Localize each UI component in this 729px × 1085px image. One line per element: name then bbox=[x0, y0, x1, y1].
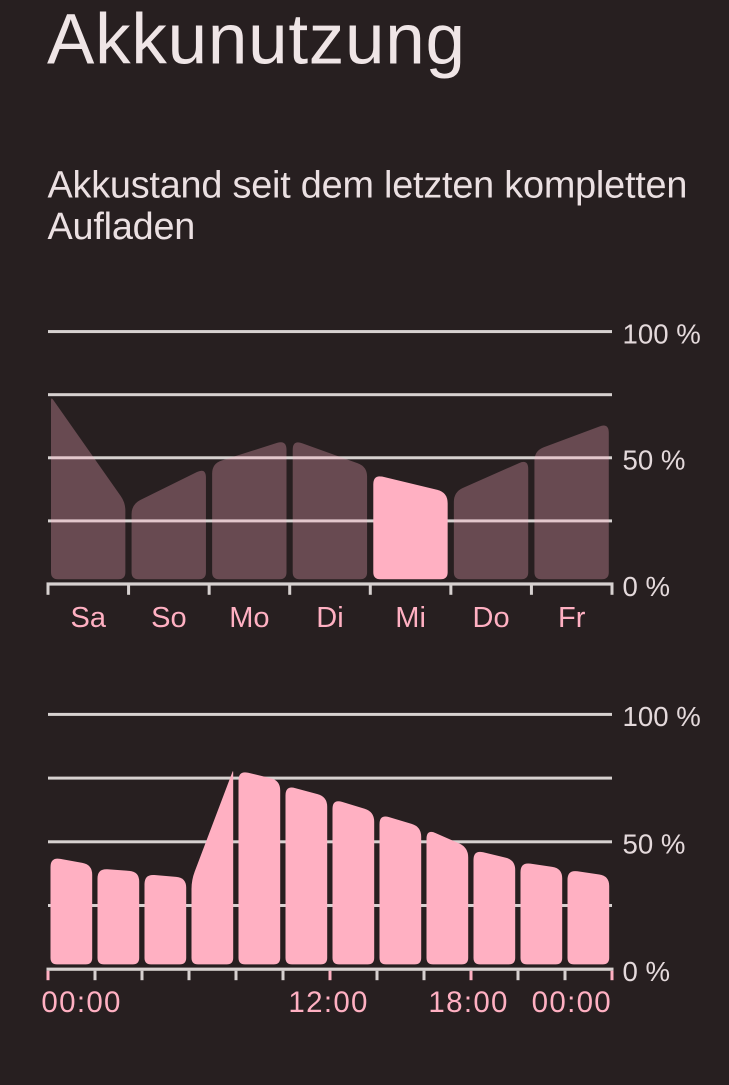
svg-text:0 %: 0 % bbox=[623, 571, 671, 602]
svg-text:0 %: 0 % bbox=[623, 956, 671, 987]
svg-text:Aufladen: Aufladen bbox=[48, 206, 196, 248]
svg-text:100 %: 100 % bbox=[623, 701, 701, 732]
svg-text:12:00: 12:00 bbox=[288, 986, 368, 1019]
svg-text:18:00: 18:00 bbox=[428, 986, 508, 1019]
svg-text:Di: Di bbox=[316, 602, 343, 634]
svg-text:Mi: Mi bbox=[395, 602, 426, 634]
svg-text:00:00: 00:00 bbox=[532, 986, 612, 1019]
svg-text:Fr: Fr bbox=[558, 602, 586, 634]
svg-text:Akkunutzung: Akkunutzung bbox=[47, 1, 466, 80]
svg-text:100 %: 100 % bbox=[623, 318, 701, 349]
svg-text:50 %: 50 % bbox=[623, 445, 686, 476]
svg-text:Do: Do bbox=[473, 602, 510, 634]
svg-text:50 %: 50 % bbox=[623, 829, 686, 860]
svg-text:Sa: Sa bbox=[71, 602, 107, 634]
svg-text:Mo: Mo bbox=[229, 602, 269, 634]
svg-text:00:00: 00:00 bbox=[41, 986, 121, 1019]
svg-text:So: So bbox=[151, 602, 186, 634]
svg-text:Akkustand seit dem letzten kom: Akkustand seit dem letzten kompletten bbox=[48, 164, 688, 206]
